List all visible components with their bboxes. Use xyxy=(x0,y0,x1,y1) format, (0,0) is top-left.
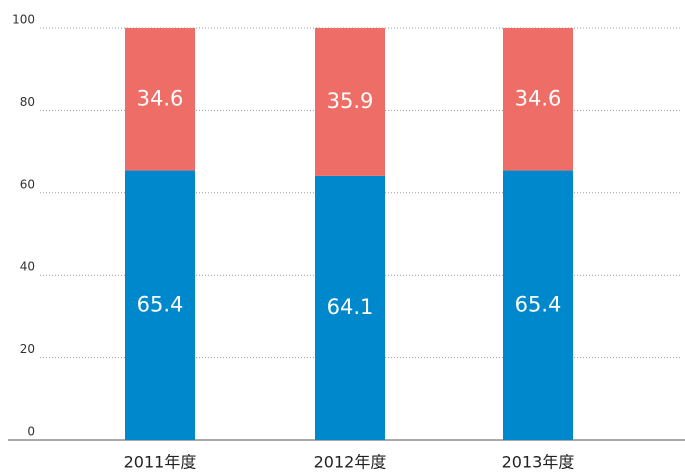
bar-segment xyxy=(503,28,573,171)
y-tick-label: 40 xyxy=(20,260,35,274)
value-label: 65.4 xyxy=(137,292,184,316)
bar-segment xyxy=(315,28,385,176)
value-label: 34.6 xyxy=(515,86,562,110)
value-label: 64.1 xyxy=(327,295,374,319)
value-label: 65.4 xyxy=(515,292,562,316)
value-label: 35.9 xyxy=(327,89,374,113)
y-tick-label: 80 xyxy=(20,95,35,109)
bar-segment xyxy=(315,175,385,440)
bar-segment xyxy=(125,28,195,171)
bar-segment xyxy=(125,170,195,440)
value-label: 34.6 xyxy=(137,86,184,110)
y-tick-label: 20 xyxy=(20,342,35,356)
x-tick-label: 2011年度 xyxy=(124,453,197,472)
y-tick-label: 60 xyxy=(20,177,35,191)
x-tick-label: 2013年度 xyxy=(502,453,575,472)
y-tick-label: 0 xyxy=(27,425,35,439)
y-tick-label: 100 xyxy=(12,13,35,27)
bar-segment xyxy=(503,170,573,440)
x-tick-label: 2012年度 xyxy=(314,453,387,472)
